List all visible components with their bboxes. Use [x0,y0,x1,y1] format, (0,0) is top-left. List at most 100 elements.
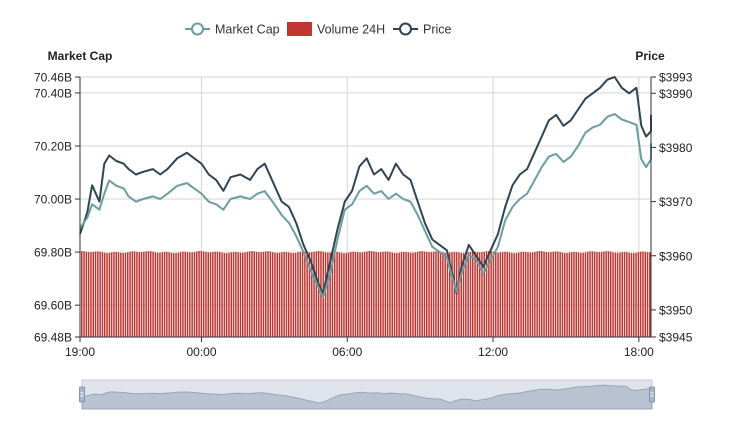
legend-item-volume-24h[interactable]: Volume 24H [287,22,385,37]
volume-bar [630,253,633,337]
legend-item-market-cap[interactable]: Market Cap [185,22,280,37]
volume-bar [315,251,318,337]
volume-bar [175,253,177,337]
legend-item-price[interactable]: Price [393,22,452,37]
volume-bar [244,252,246,337]
y-right-tick-label: $3990 [659,87,693,101]
x-tick-label: 19:00 [65,345,95,359]
volume-bar [384,251,387,337]
volume-bar [419,251,421,337]
volume-bar [255,251,258,337]
volume-bar [81,251,83,337]
volume-bar [311,252,313,337]
volume-bar [202,251,205,337]
volume-bar [152,251,154,337]
y-left-tick-label: 70.00B [34,193,72,207]
volume-bar [260,252,262,337]
volume-bar [529,252,531,337]
volume-bar [570,252,573,337]
volume-bar [246,251,249,337]
legend-label: Volume 24H [317,23,385,37]
volume-bar [366,251,368,337]
volume-bar [166,251,168,337]
volume-bar [476,252,479,337]
x-tick-label: 06:00 [332,345,362,359]
volume-bar [541,251,543,337]
volume-bar [191,252,193,337]
zoom-handle-grip[interactable] [79,386,85,403]
volume-bar [115,252,117,337]
volume-bar [324,252,327,337]
volume-bar [462,253,465,337]
volume-bar [451,252,453,337]
volume-bar [271,252,274,337]
y-left-tick-label: 69.80B [34,246,72,260]
volume-bar [460,252,462,337]
volume-bar [518,252,520,337]
volume-bar [97,251,99,337]
volume-bar [589,251,591,337]
y-left-tick-label: 69.60B [34,299,72,313]
volume-bar [265,251,267,337]
volume-bar [568,252,571,337]
volume-bar [472,251,474,337]
volume-bar [235,251,237,337]
volume-bar [221,252,223,337]
volume-bar [414,252,416,337]
volume-bar [267,251,269,337]
volume-bar [380,252,382,337]
volume-bar [182,251,184,337]
volume-bar [398,252,400,337]
volume-bar [465,252,467,337]
volume-bar [357,252,359,337]
volume-bar [288,252,290,337]
volume-bar [393,253,396,337]
tick-labels: 69.48B 69.60B 69.80B 70.00B 70.20B 70.40B70.4… [34,71,693,360]
volume-bar [446,252,449,337]
volume-bar [421,251,423,337]
volume-bar [557,251,559,337]
volume-bar [99,251,101,337]
volume-bar [200,251,203,337]
volume-bar [223,253,226,337]
volume-bar [179,252,182,337]
volume-bar [432,251,435,337]
volume-bar [407,252,410,337]
volume-bar [304,251,306,337]
volume-bar [626,252,628,337]
zoom-handle-right[interactable] [649,386,655,403]
volume-bar [547,252,550,337]
volume-bar [582,252,584,337]
volume-bar [361,252,364,337]
volume-bar [283,252,285,337]
volume-bar [386,251,389,337]
zoom-handle-left[interactable] [79,386,85,403]
volume-bar [513,253,515,337]
volume-bar [428,252,430,337]
volume-bar [108,252,111,337]
volume-bar [294,252,297,337]
volume-bar [248,251,251,337]
zoom-handle-grip[interactable] [649,386,655,403]
volume-bar [633,253,635,337]
volume-bar [439,251,442,337]
volume-bar [276,252,278,337]
volume-bar [196,251,198,337]
volume-bar [612,252,614,337]
volume-bar [409,252,412,337]
volume-bar [545,252,548,337]
volume-bar [520,252,522,337]
volume-bar [207,252,209,337]
zoom-preview-area [81,384,653,410]
volume-bar [621,252,623,337]
volume-bar [587,251,589,337]
y-right-tick-label: $3960 [659,249,693,263]
y-right-axis-title: Price [635,49,665,63]
volume-bar [628,252,630,337]
volume-bar [524,251,527,337]
volume-bar [292,253,295,337]
volume-bar [550,252,552,337]
volume-bar [646,252,649,337]
volume-bar [129,251,131,337]
data-zoom-slider[interactable] [79,379,655,410]
